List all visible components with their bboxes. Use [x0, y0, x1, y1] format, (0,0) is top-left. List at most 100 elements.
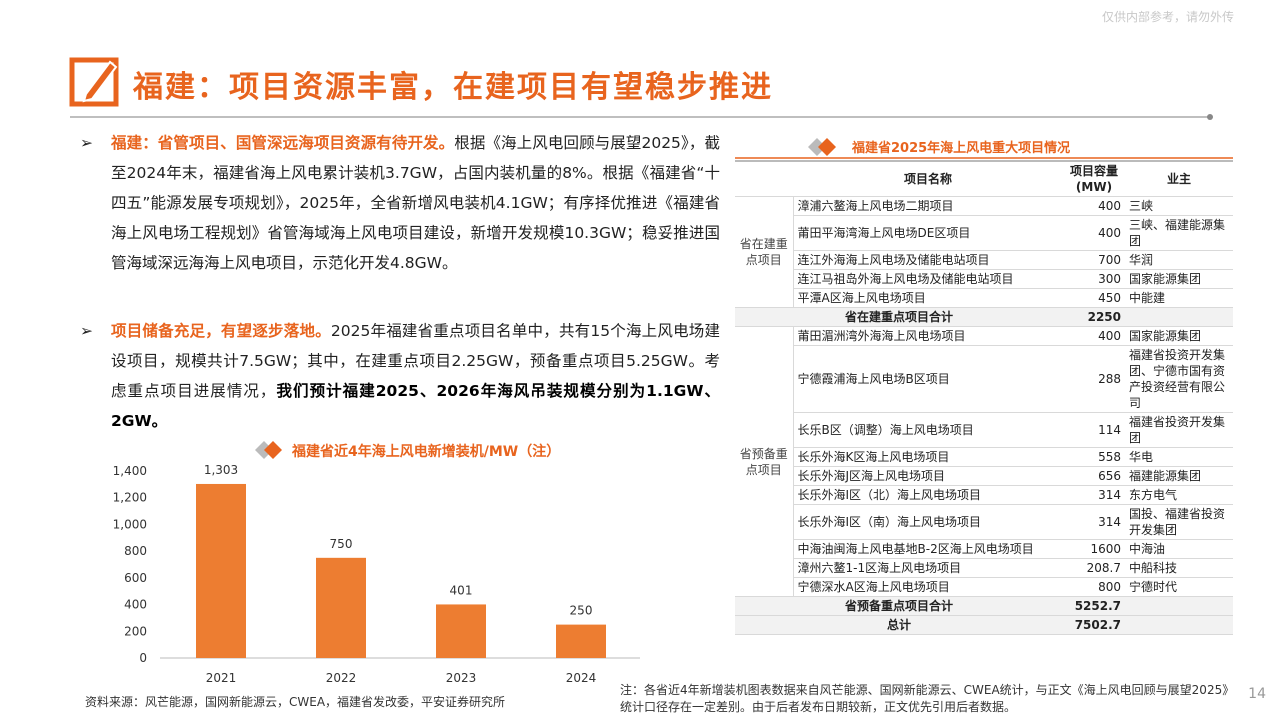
bullet-arrow: ➢ — [80, 322, 93, 340]
header-cell: 项目名称 — [793, 160, 1063, 197]
project-name: 平潭A区海上风电场项目 — [793, 288, 1063, 308]
owner: 国投、福建省投资开发集团 — [1125, 504, 1233, 540]
table-row: 长乐外海J区海上风电场项目 656 福建能源集团 — [735, 466, 1233, 486]
total-value: 7502.7 — [1063, 615, 1125, 635]
icon — [264, 441, 282, 459]
table-row: 长乐外海K区海上风电场项目 558 华电 — [735, 447, 1233, 467]
total-label: 总计 — [735, 615, 1063, 635]
project-name: 长乐外海K区海上风电场项目 — [793, 447, 1063, 467]
subtotal-row: 省预备重点项目合计 5252.7 — [735, 596, 1233, 616]
capacity: 208.7 — [1063, 558, 1125, 578]
capacity: 314 — [1063, 504, 1125, 540]
capacity: 800 — [1063, 577, 1125, 597]
capacity: 1600 — [1063, 539, 1125, 559]
capacity: 288 — [1063, 345, 1125, 413]
project-name: 莆田湄洲湾外海海上风电场项目 — [793, 326, 1063, 346]
y-tick-label: 800 — [124, 544, 147, 558]
owner: 国家能源集团 — [1125, 269, 1233, 289]
capacity: 314 — [1063, 485, 1125, 505]
capacity: 450 — [1063, 288, 1125, 308]
bar — [196, 483, 246, 658]
header-cell: 项目容量(MW) — [1063, 160, 1125, 197]
table-row: 长乐外海I区（南）海上风电场项目 314 国投、福建省投资开发集团 — [735, 504, 1233, 540]
owner: 福建能源集团 — [1125, 466, 1233, 486]
x-tick-label: 2022 — [326, 671, 357, 685]
table-row: 中海油闽海上风电基地B-2区海上风电场项目 1600 中海油 — [735, 539, 1233, 559]
table-row: 漳州六鳌1-1区海上风电场项目 208.7 中船科技 — [735, 558, 1233, 578]
watermark: 仅供内部参考，请勿外传 — [1101, 10, 1234, 24]
y-tick-label: 600 — [124, 571, 147, 585]
subtotal-row: 省在建重点项目合计 2250 — [735, 307, 1233, 327]
value-label: 250 — [570, 604, 593, 618]
project-name: 长乐外海J区海上风电场项目 — [793, 466, 1063, 486]
table-row: 长乐外海I区（北）海上风电场项目 314 东方电气 — [735, 485, 1233, 505]
y-tick-label: 0 — [139, 651, 147, 665]
subtotal-label: 省预备重点项目合计 — [735, 596, 1063, 616]
icon — [808, 138, 826, 156]
project-name: 连江外海海上风电场及储能电站项目 — [793, 250, 1063, 270]
value-label: 750 — [330, 537, 353, 551]
group-label: 省在建重点项目 — [735, 196, 794, 308]
y-tick-label: 1,200 — [113, 491, 147, 505]
project-name: 莆田平海湾海上风电场DE区项目 — [793, 215, 1063, 251]
empty-cell — [1125, 307, 1233, 327]
total-row: 总计 7502.7 — [735, 615, 1233, 635]
table-row: 莆田平海湾海上风电场DE区项目 400 三峡、福建能源集团 — [735, 215, 1233, 251]
capacity: 558 — [1063, 447, 1125, 467]
owner: 东方电气 — [1125, 485, 1233, 505]
owner: 三峡、福建能源集团 — [1125, 215, 1233, 251]
y-tick-label: 1,000 — [113, 517, 147, 531]
owner: 福建省投资开发集团、宁德市国有资产投资经营有限公司 — [1125, 345, 1233, 413]
bullet-text: 根据《海上风电回顾与展望2025》，截至2024年末，福建省海上风电累计装机3.… — [111, 134, 720, 272]
bullet-text: 2025年福建省重点项目名单中，共有15个海上风电场建设项目，规模共计7.5GW… — [111, 322, 720, 400]
project-name: 宁德深水A区海上风电场项目 — [793, 577, 1063, 597]
page-number: 14 — [1248, 686, 1266, 702]
owner: 中船科技 — [1125, 558, 1233, 578]
x-tick-label: 2024 — [566, 671, 597, 685]
bar — [436, 604, 486, 658]
header-row: 项目名称 项目容量(MW) 业主 — [735, 160, 1233, 197]
owner: 华电 — [1125, 447, 1233, 467]
project-name: 连江马祖岛外海上风电场及储能电站项目 — [793, 269, 1063, 289]
table-row: 连江马祖岛外海上风电场及储能电站项目 300 国家能源集团 — [735, 269, 1233, 289]
table-row: 省在建重点项目 漳浦六鳌海上风电场二期项目 400 三峡 — [735, 196, 1233, 308]
empty-cell — [1125, 615, 1233, 635]
capacity: 400 — [1063, 326, 1125, 346]
owner: 宁德时代 — [1125, 577, 1233, 597]
owner: 三峡 — [1125, 196, 1233, 216]
capacity: 114 — [1063, 412, 1125, 448]
capacity: 300 — [1063, 269, 1125, 289]
y-tick-label: 1,400 — [113, 464, 147, 478]
chart-title: 福建省近4年海上风电新增装机/MW（注） — [291, 443, 560, 460]
y-tick-label: 200 — [124, 624, 147, 638]
owner: 华润 — [1125, 250, 1233, 270]
value-label: 401 — [450, 583, 473, 597]
project-name: 中海油闽海上风电基地B-2区海上风电场项目 — [793, 539, 1063, 559]
source: 资料来源：风芒能源，国网新能源云，CWEA，福建省发改委，平安证券研究所 — [85, 695, 506, 709]
owner: 福建省投资开发集团 — [1125, 412, 1233, 448]
title-icon — [69, 57, 119, 107]
rule-dot — [1207, 114, 1213, 120]
title: 福建：项目资源丰富，在建项目有望稳步推进 — [133, 70, 773, 105]
project-name: 长乐外海I区（南）海上风电场项目 — [793, 504, 1063, 540]
table-title: 福建省2025年海上风电重大项目情况 — [851, 140, 1070, 156]
owner: 中海油 — [1125, 539, 1233, 559]
project-table: 项目名称 项目容量(MW) 业主 省在建重点项目 漳浦六鳌海上风电场二期项目 400 三峡… — [735, 160, 1233, 635]
capacity: 700 — [1063, 250, 1125, 270]
project-name: 宁德霞浦海上风电场B区项目 — [793, 345, 1063, 413]
table-row: 平潭A区海上风电场项目 450 中能建 — [735, 288, 1233, 308]
owner: 中能建 — [1125, 288, 1233, 308]
table-row: 长乐B区（调整）海上风电场项目 114 福建省投资开发集团 — [735, 412, 1233, 448]
capacity: 400 — [1063, 215, 1125, 251]
project-name: 漳浦六鳌海上风电场二期项目 — [793, 196, 1063, 216]
bullet-arrow: ➢ — [80, 134, 93, 152]
bullet: ➢ 福建：省管项目、国管深远海项目资源有待开发。根据《海上风电回顾与展望2025》… — [80, 128, 720, 278]
bullet: ➢ 项目储备充足，有望逐步落地。2025年福建省重点项目名单中，共有15个海上风电… — [80, 316, 720, 436]
bullet-lead: 项目储备充足，有望逐步落地。 — [111, 322, 331, 340]
capacity: 400 — [1063, 196, 1125, 216]
header-cell: 业主 — [1125, 160, 1233, 197]
project-name: 漳州六鳌1-1区海上风电场项目 — [793, 558, 1063, 578]
icon — [818, 138, 836, 156]
